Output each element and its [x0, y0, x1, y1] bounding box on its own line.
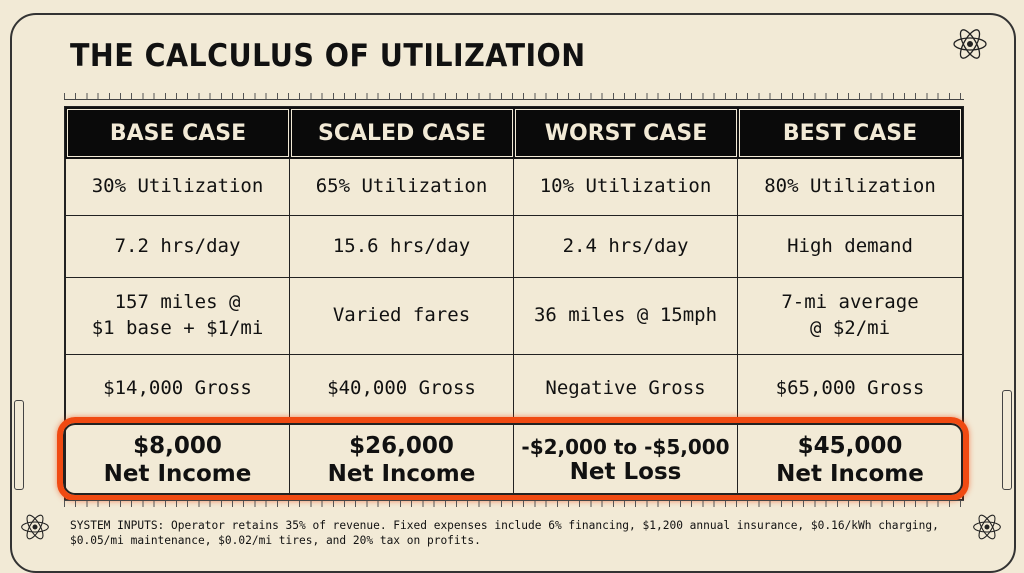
net-amount: $8,000 [133, 433, 222, 460]
column-header: BEST CASE [737, 107, 963, 159]
net-cell: $26,000 Net Income [290, 423, 514, 499]
net-label: Net Loss [569, 459, 682, 486]
column-header: WORST CASE [513, 107, 739, 159]
comparison-table: BASE CASE SCALED CASE WORST CASE BEST CA… [64, 106, 964, 501]
table-cell: Negative Gross [514, 355, 738, 423]
column-header: BASE CASE [65, 107, 291, 159]
table-cell: Varied fares [290, 278, 514, 355]
net-amount: -$2,000 to -$5,000 [521, 435, 730, 460]
table-cell: 7.2 hrs/day [66, 216, 290, 278]
table-cell: 10% Utilization [514, 158, 738, 216]
table-cell: $40,000 Gross [290, 355, 514, 423]
table-cell: $14,000 Gross [66, 355, 290, 423]
atom-icon [953, 29, 987, 59]
table-cell: 157 miles @ $1 base + $1/mi [66, 278, 290, 355]
table-cell: 80% Utilization [738, 158, 962, 216]
table-cell: 36 miles @ 15mph [514, 278, 738, 355]
ruler [64, 500, 964, 510]
atom-icon [21, 514, 49, 540]
side-gauge [14, 400, 24, 490]
net-amount: $26,000 [349, 433, 454, 460]
net-label: Net Income [103, 461, 252, 487]
table-cell: $65,000 Gross [738, 355, 962, 423]
table-cell: 2.4 hrs/day [514, 216, 738, 278]
net-label: Net Income [327, 461, 476, 487]
net-cell: $45,000 Net Income [738, 423, 962, 499]
atom-icon [973, 514, 1001, 540]
table-cell: 30% Utilization [66, 158, 290, 216]
table-cell: 15.6 hrs/day [290, 216, 514, 278]
net-label: Net Income [776, 461, 924, 487]
net-cell: $8,000 Net Income [66, 423, 290, 499]
ruler [64, 88, 964, 100]
column-header: SCALED CASE [289, 107, 515, 159]
net-amount: $45,000 [797, 433, 903, 460]
table-cell: High demand [738, 216, 962, 278]
net-cell: -$2,000 to -$5,000 Net Loss [514, 423, 738, 499]
page-title: THE CALCULUS OF UTILIZATION [70, 38, 586, 74]
table-cell: 7-mi average @ $2/mi [738, 278, 962, 355]
system-inputs-note: SYSTEM INPUTS: Operator retains 35% of r… [70, 519, 939, 547]
table-cell: 65% Utilization [290, 158, 514, 216]
side-gauge [1002, 390, 1012, 490]
